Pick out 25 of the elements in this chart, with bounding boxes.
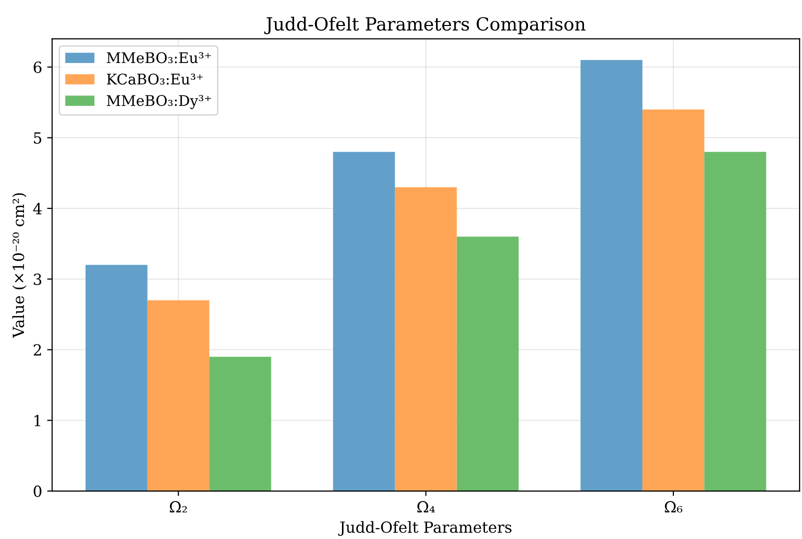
y-tick-label: 3 [34,274,42,286]
bar [642,109,704,492]
bar [86,264,148,492]
legend-label: MMeBO₃:Dy³⁺ [106,95,211,110]
y-tick-label: 6 [34,62,42,74]
bar [147,300,210,492]
x-axis-title: Judd-Ofelt Parameters [338,521,512,536]
y-tick-label: 0 [34,485,42,498]
y-axis-title: Value (×10⁻²⁰ cm²) [12,193,26,338]
x-tick-label: Ω₆ [664,501,682,513]
chart-title: Judd-Ofelt Parameters Comparison [264,16,586,34]
y-tick-label: 2 [34,344,41,356]
bar [333,152,395,492]
y-tick-label: 5 [34,132,42,144]
bar [456,236,519,492]
legend-label: MMeBO₃:Eu³⁺ [106,52,211,64]
y-tick-label: 1 [34,414,40,426]
y-tick-label: 4 [33,202,42,214]
legend-label: KCaBO₃:Eu³⁺ [106,74,203,85]
bar [394,187,457,492]
bar [704,152,766,492]
x-tick-label: Ω₄ [417,501,435,512]
x-tick-label: Ω₂ [170,501,187,512]
bar [580,60,642,492]
bar [209,356,272,492]
